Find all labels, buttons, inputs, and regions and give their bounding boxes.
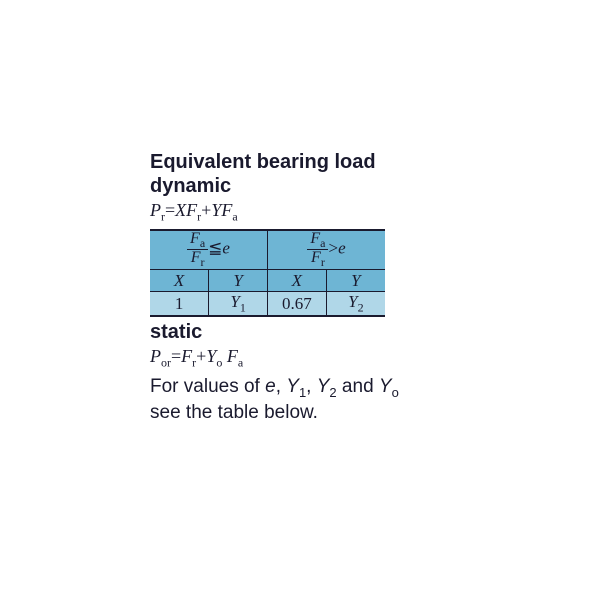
title-line-1: Equivalent bearing load [150,150,470,174]
table-cell: X [150,270,209,292]
formula-dynamic: Pr=XFr+YFa [150,200,470,225]
header-cell-right: FaFr>e [268,230,386,270]
table-cell: Y [326,270,385,292]
table-row: X Y X Y [150,270,385,292]
table-row: 1 Y1 0.67 Y2 [150,292,385,317]
table-cell: X [268,270,327,292]
table-cell: 1 [150,292,209,317]
table-cell: 0.67 [268,292,327,317]
bearing-table: FaFr≦e FaFr>e X Y X Y 1 Y1 0.67 Y2 [150,229,385,318]
table-cell: Y2 [326,292,385,317]
formula-static: Por=Fr+Yo Fa [150,346,470,371]
table-cell: Y1 [209,292,268,317]
note-text: For values of e, Y1, Y2 and Yosee the ta… [150,375,470,425]
content-block: Equivalent bearing load dynamic Pr=XFr+Y… [150,150,470,425]
header-cell-left: FaFr≦e [150,230,268,270]
title-static: static [150,321,470,344]
table-row: FaFr≦e FaFr>e [150,230,385,270]
title-line-2: dynamic [150,174,470,198]
table-cell: Y [209,270,268,292]
